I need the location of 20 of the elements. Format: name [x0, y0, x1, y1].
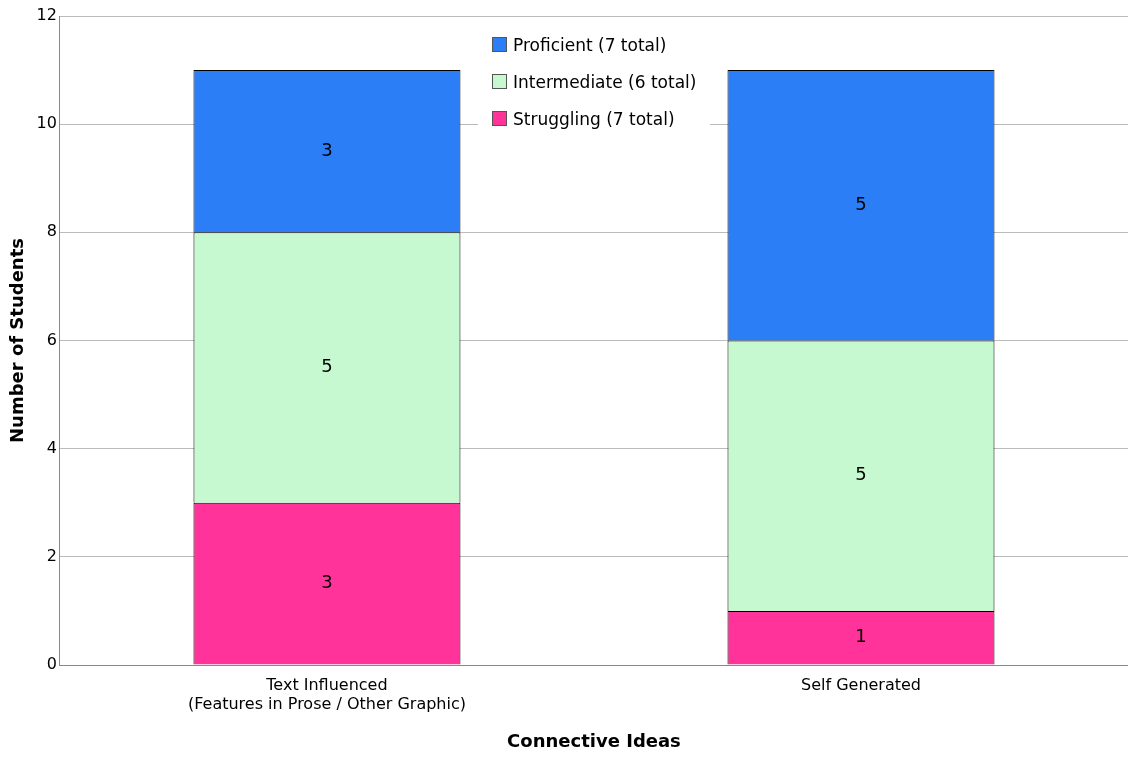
x-axis-title: Connective Ideas — [507, 729, 681, 751]
x-tick-label: Text Influenced (Features in Prose / Other Graphic) — [187, 674, 466, 713]
y-tick-label: 10 — [36, 113, 57, 133]
data-label: 5 — [855, 463, 867, 485]
data-label: 1 — [855, 625, 867, 647]
data-label: 3 — [321, 138, 333, 160]
y-tick-label: 8 — [46, 221, 57, 241]
data-label: 5 — [855, 192, 867, 214]
data-label: 3 — [321, 571, 333, 593]
y-tick-label: 2 — [46, 545, 57, 565]
data-label: 5 — [321, 355, 333, 377]
legend-label: Struggling (7 total) — [512, 108, 675, 129]
y-tick-label: 4 — [46, 437, 57, 457]
legend-label: Intermediate (6 total) — [512, 71, 697, 92]
legend-label: Proficient (7 total) — [512, 34, 667, 55]
y-tick-label: 0 — [46, 654, 57, 674]
y-tick-label: 12 — [36, 5, 57, 25]
y-tick-label: 6 — [46, 329, 57, 349]
x-tick-label: Self Generated — [800, 674, 922, 694]
y-axis-title: Number of Students — [6, 238, 28, 443]
